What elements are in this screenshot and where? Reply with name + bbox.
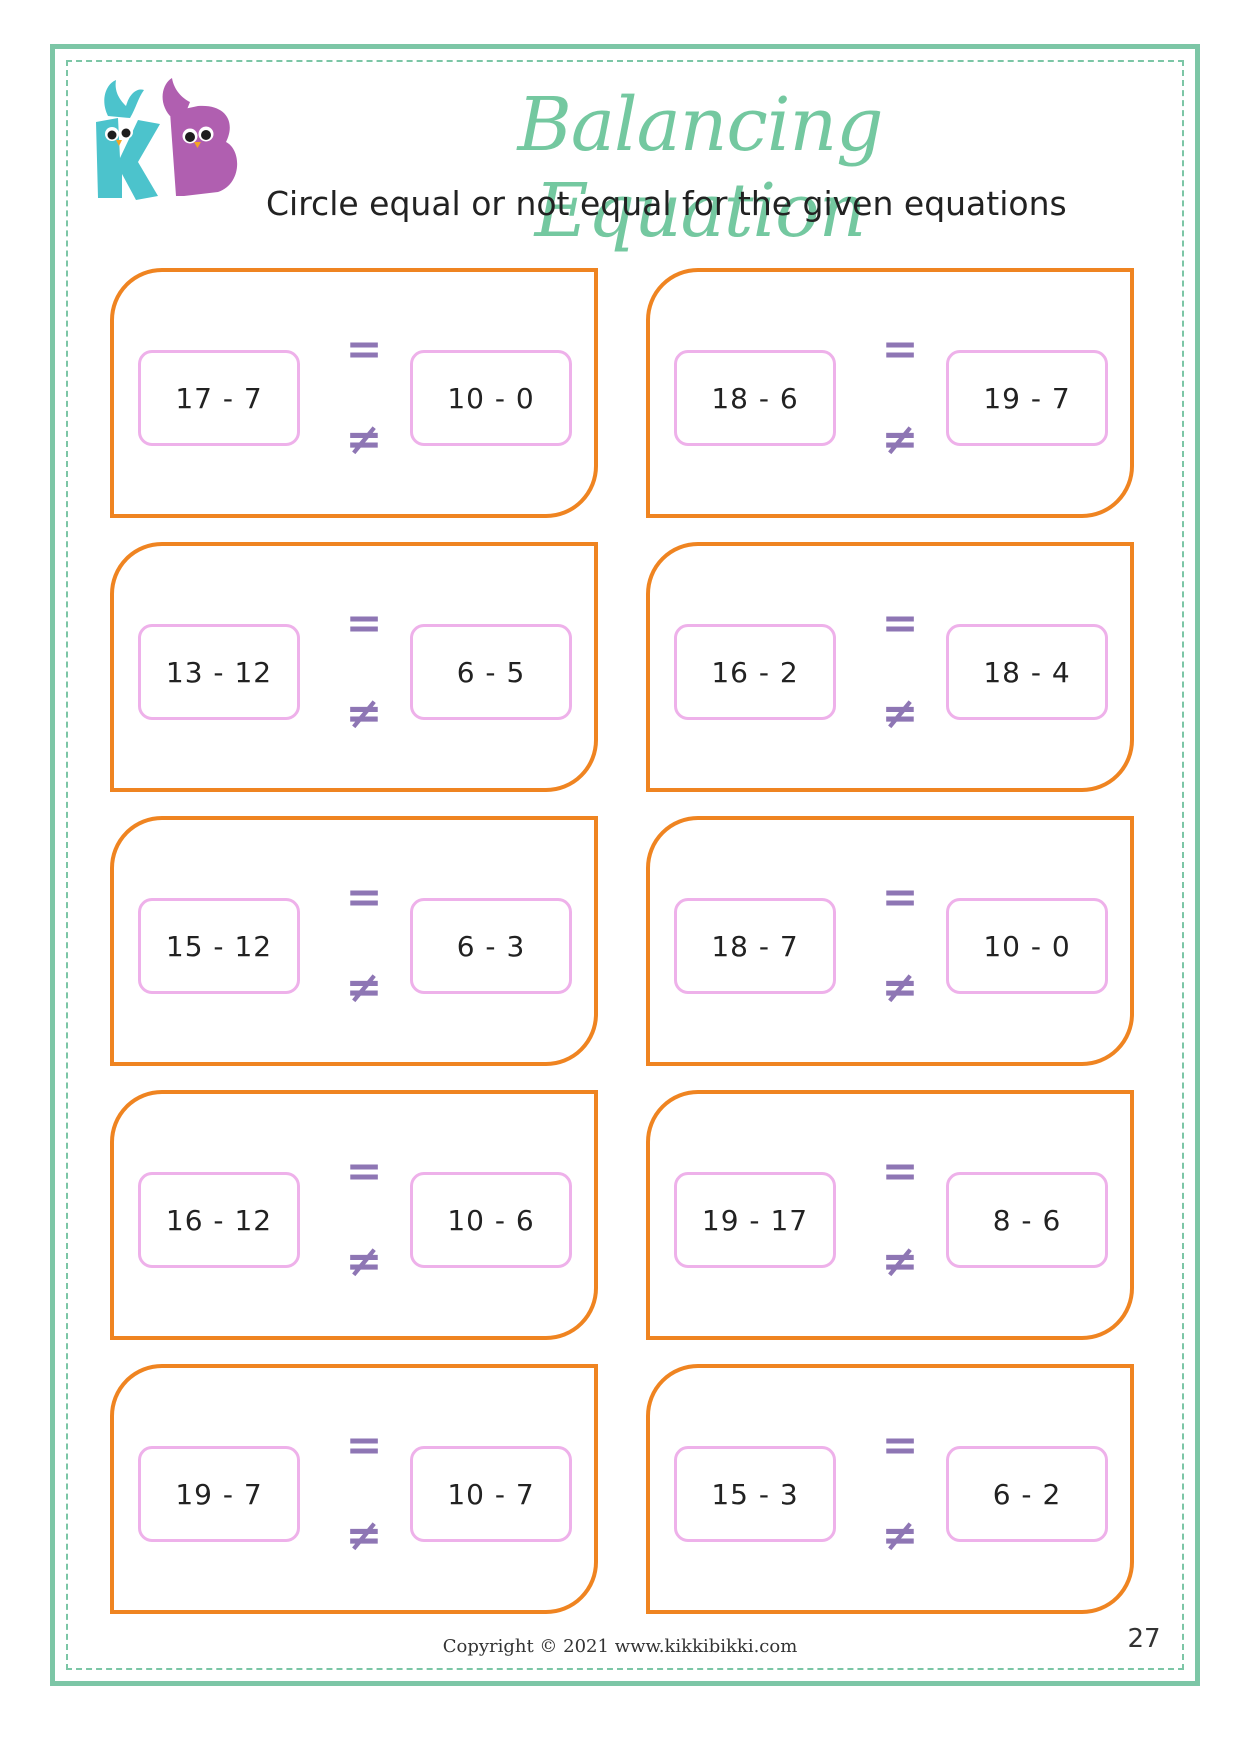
equal-sign[interactable]: = xyxy=(345,872,383,923)
equation-card: 19 - 17 = ≠ 8 - 6 xyxy=(646,1090,1134,1340)
right-expression: 6 - 5 xyxy=(410,624,572,720)
equation-card: 15 - 12 = ≠ 6 - 3 xyxy=(110,816,598,1066)
left-expression: 15 - 3 xyxy=(674,1446,836,1542)
not-equal-sign[interactable]: ≠ xyxy=(881,962,919,1013)
right-expression: 19 - 7 xyxy=(946,350,1108,446)
equal-sign[interactable]: = xyxy=(345,1420,383,1471)
worksheet-instructions: Circle equal or not equal for the given … xyxy=(266,184,1067,223)
right-expression: 8 - 6 xyxy=(946,1172,1108,1268)
page-number: 27 xyxy=(1127,1624,1161,1654)
right-expression: 10 - 0 xyxy=(946,898,1108,994)
left-expression: 13 - 12 xyxy=(138,624,300,720)
equation-card: 16 - 12 = ≠ 10 - 6 xyxy=(110,1090,598,1340)
right-expression: 10 - 7 xyxy=(410,1446,572,1542)
equation-card: 18 - 6 = ≠ 19 - 7 xyxy=(646,268,1134,518)
equation-card: 15 - 3 = ≠ 6 - 2 xyxy=(646,1364,1134,1614)
equal-sign[interactable]: = xyxy=(345,1146,383,1197)
equation-card: 18 - 7 = ≠ 10 - 0 xyxy=(646,816,1134,1066)
left-expression: 15 - 12 xyxy=(138,898,300,994)
page-inner-frame xyxy=(66,60,1184,1670)
left-expression: 19 - 17 xyxy=(674,1172,836,1268)
not-equal-sign[interactable]: ≠ xyxy=(881,1510,919,1561)
equal-sign[interactable]: = xyxy=(881,1146,919,1197)
equal-sign[interactable]: = xyxy=(881,1420,919,1471)
left-expression: 17 - 7 xyxy=(138,350,300,446)
not-equal-sign[interactable]: ≠ xyxy=(345,688,383,739)
equal-sign[interactable]: = xyxy=(881,324,919,375)
not-equal-sign[interactable]: ≠ xyxy=(345,962,383,1013)
right-expression: 10 - 0 xyxy=(410,350,572,446)
equation-card: 16 - 2 = ≠ 18 - 4 xyxy=(646,542,1134,792)
page-frame xyxy=(50,44,1200,1686)
logo-letter-b xyxy=(162,78,238,196)
equation-card: 19 - 7 = ≠ 10 - 7 xyxy=(110,1364,598,1614)
copyright-notice: Copyright © 2021 www.kikkibikki.com xyxy=(442,1636,798,1657)
left-expression: 16 - 12 xyxy=(138,1172,300,1268)
not-equal-sign[interactable]: ≠ xyxy=(881,1236,919,1287)
not-equal-sign[interactable]: ≠ xyxy=(881,414,919,465)
left-expression: 19 - 7 xyxy=(138,1446,300,1542)
right-expression: 6 - 3 xyxy=(410,898,572,994)
not-equal-sign[interactable]: ≠ xyxy=(345,1510,383,1561)
equal-sign[interactable]: = xyxy=(881,598,919,649)
not-equal-sign[interactable]: ≠ xyxy=(881,688,919,739)
not-equal-sign[interactable]: ≠ xyxy=(345,414,383,465)
right-expression: 6 - 2 xyxy=(946,1446,1108,1542)
equation-card: 13 - 12 = ≠ 6 - 5 xyxy=(110,542,598,792)
equal-sign[interactable]: = xyxy=(345,598,383,649)
worksheet-title: Balancing Equation xyxy=(517,82,883,254)
left-expression: 16 - 2 xyxy=(674,624,836,720)
left-expression: 18 - 6 xyxy=(674,350,836,446)
equal-sign[interactable]: = xyxy=(345,324,383,375)
right-expression: 10 - 6 xyxy=(410,1172,572,1268)
logo-letter-k xyxy=(96,80,160,200)
not-equal-sign[interactable]: ≠ xyxy=(345,1236,383,1287)
left-expression: 18 - 7 xyxy=(674,898,836,994)
equal-sign[interactable]: = xyxy=(881,872,919,923)
equation-card: 17 - 7 = ≠ 10 - 0 xyxy=(110,268,598,518)
kb-logo xyxy=(96,78,238,200)
right-expression: 18 - 4 xyxy=(946,624,1108,720)
